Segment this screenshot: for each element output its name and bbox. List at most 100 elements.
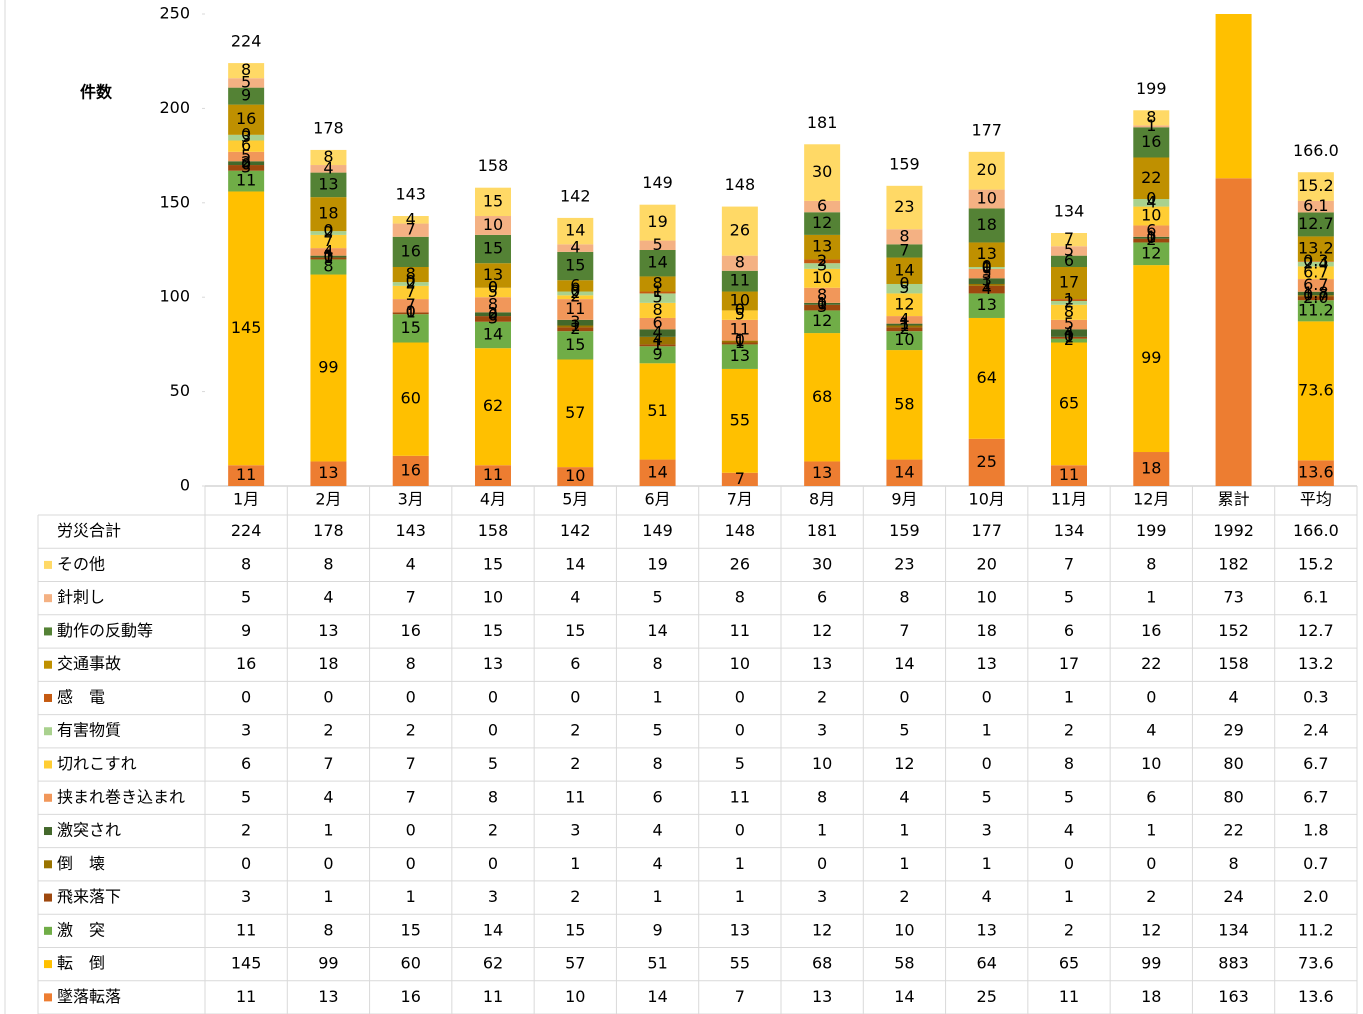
total-label: 149: [642, 173, 673, 192]
table-cell: 8: [1064, 754, 1074, 773]
table-cell: 24: [1223, 887, 1243, 906]
bar-segment: [475, 216, 511, 235]
data-label: 51: [647, 401, 667, 420]
bar-segment: [1297, 279, 1334, 292]
x-tick-label: 8月: [809, 490, 835, 509]
table-cell: 7: [406, 588, 416, 607]
table-cell: 134: [1218, 920, 1249, 939]
data-label: 11: [730, 320, 750, 339]
data-label: 3: [241, 127, 251, 146]
data-label: 0: [735, 300, 745, 319]
bar-segment: [557, 295, 594, 300]
table-cell: 3: [817, 721, 827, 740]
data-label: 4: [323, 241, 333, 260]
data-label: 2: [241, 153, 251, 172]
y-tick-label: 100: [159, 287, 190, 306]
table-cell: 8: [1146, 554, 1156, 573]
table-cell: 2: [1064, 721, 1074, 740]
bar-segment: [639, 204, 676, 241]
table-cell: 11: [236, 920, 256, 939]
data-label: 0: [323, 247, 333, 266]
table-cell: 0: [735, 721, 745, 740]
data-label: 6.7: [1303, 275, 1328, 294]
table-cell: 19: [647, 554, 667, 573]
table-cell: 13: [483, 654, 503, 673]
table-cell: 8: [241, 554, 251, 573]
table-row-label: 動作の反動等: [57, 621, 153, 640]
bar-segment: [886, 327, 923, 332]
data-label: 9: [241, 86, 251, 105]
total-label: 143: [395, 185, 426, 204]
data-label: 16: [236, 109, 256, 128]
bar-segment: [721, 340, 758, 343]
bar-segment: [475, 297, 511, 313]
bar-segment: [557, 467, 594, 486]
data-label: 5: [899, 278, 909, 297]
table-cell: 4: [406, 554, 416, 573]
x-tick-label: 3月: [398, 490, 424, 509]
table-cell: 5: [241, 787, 251, 806]
data-label: 13: [977, 295, 997, 314]
table-cell: 68: [812, 954, 832, 973]
table-cell: 12.7: [1298, 621, 1334, 640]
table-cell: 3: [982, 821, 992, 840]
bar-segment: [804, 461, 841, 486]
data-label: 1.8: [1303, 283, 1328, 302]
table-cell: 3: [570, 821, 580, 840]
table-cell: 0: [241, 687, 251, 706]
bar-segment: [639, 336, 676, 345]
data-label: 19: [647, 212, 667, 231]
bar-segment: [968, 266, 1005, 269]
bar-segment: [310, 149, 347, 166]
data-label: 13: [730, 346, 750, 365]
bar-segment: [310, 165, 347, 173]
bar-segment: [721, 342, 758, 345]
bar-segment: [1215, 178, 1252, 486]
table-cell: 2: [817, 687, 827, 706]
bar-segment: [475, 348, 511, 466]
bar-segment: [392, 266, 429, 283]
table-cell: 0: [488, 854, 498, 873]
data-label: 8: [899, 226, 909, 245]
table-cell: 8: [1228, 854, 1238, 873]
bar-segment: [804, 268, 841, 288]
bar-segment: [639, 302, 676, 318]
data-label: 30: [812, 162, 832, 181]
bar-segment: [1297, 261, 1334, 262]
data-label: 8: [1146, 107, 1156, 126]
bar-segment: [1133, 452, 1170, 486]
data-label: 13: [318, 174, 338, 193]
data-label: 55: [730, 410, 750, 429]
data-label: 2.0: [1303, 288, 1328, 307]
table-cell: 1: [652, 887, 662, 906]
data-label: 1: [652, 335, 662, 354]
data-label: 10: [894, 330, 914, 349]
table-cell: 99: [318, 954, 338, 973]
bar-segment: [1297, 172, 1334, 201]
bar-segment: [886, 229, 923, 245]
table-cell: 10: [812, 754, 832, 773]
table-cell: 16: [1141, 621, 1161, 640]
data-label: 0: [488, 306, 498, 325]
bar-segment: [968, 268, 1005, 279]
data-label: 7: [406, 295, 416, 314]
data-label: 0: [982, 258, 992, 277]
data-label: 73.6: [1298, 380, 1334, 399]
bar-segment: [721, 206, 758, 256]
bar-segment: [1215, 14, 1252, 179]
data-label: 0: [735, 330, 745, 349]
bar-segment: [475, 316, 511, 322]
table-cell: 5: [241, 588, 251, 607]
data-label: 2: [817, 251, 827, 270]
table-cell: 80: [1223, 787, 1243, 806]
table-cell: 11: [236, 987, 256, 1006]
data-label: 2: [1064, 330, 1074, 349]
table-cell: 10: [977, 588, 997, 607]
bar-segment: [475, 187, 511, 217]
table-cell: 8: [899, 588, 909, 607]
bar-segment: [228, 465, 265, 486]
data-label: 13: [812, 463, 832, 482]
data-label: 8: [488, 294, 498, 313]
data-label: 1: [1064, 327, 1074, 346]
data-label: 99: [318, 358, 338, 377]
